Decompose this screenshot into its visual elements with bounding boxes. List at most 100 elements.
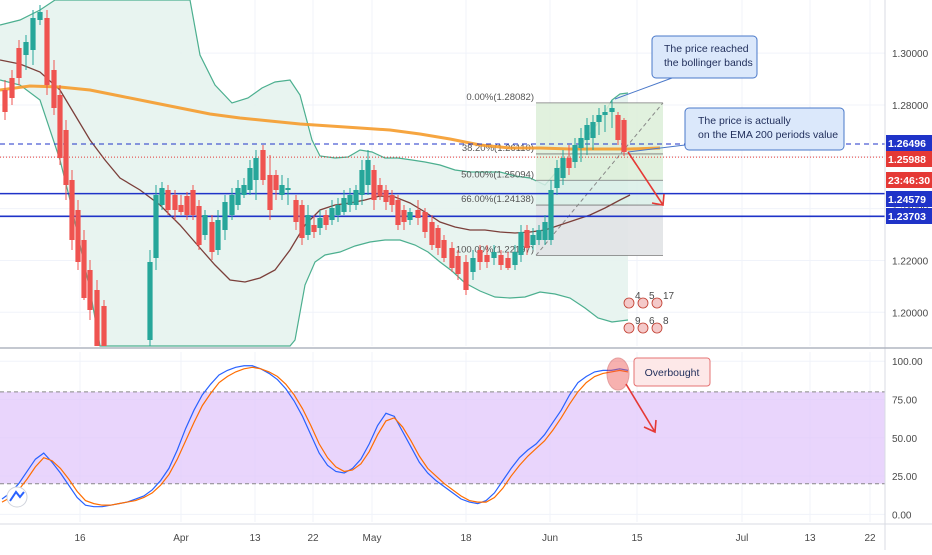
candle-body (590, 122, 596, 138)
candle-body (44, 18, 50, 85)
sma-line (0, 59, 631, 283)
candle-body (353, 190, 359, 205)
price-tag-label: 1.26496 (888, 138, 926, 150)
x-tick-label: Jun (542, 533, 558, 544)
candle-body (415, 210, 421, 218)
fib-level-label: 0.00%(1.28082) (466, 92, 534, 103)
candle-body (202, 215, 208, 235)
candle-body (584, 125, 590, 140)
callout-box (684, 107, 845, 151)
candle-body (371, 170, 377, 200)
candle-body (566, 158, 572, 168)
stochastic-tick-label: 0.00 (892, 510, 912, 521)
event-count: 8 (663, 316, 669, 327)
event-flag-icon (623, 322, 635, 334)
candle-body (57, 95, 63, 158)
candle-body (260, 150, 266, 180)
candle-body (401, 210, 407, 222)
ema-200-line (0, 84, 661, 151)
price-tick-label: 1.28000 (892, 101, 929, 112)
x-tick-label: 22 (307, 533, 319, 544)
candle-body (63, 130, 69, 185)
price-tag-label: 1.25988 (888, 154, 926, 166)
candle-body (621, 120, 627, 152)
fib-level-label: 50.00%(1.25094) (461, 169, 534, 180)
candle-body (572, 145, 578, 162)
event-flag-icon (651, 297, 663, 309)
candle-body (16, 48, 22, 78)
price-tick-label: 1.20000 (892, 308, 929, 319)
x-tick-label: Jul (736, 533, 749, 544)
candle-body (172, 195, 178, 210)
price-tag (886, 191, 932, 207)
stochastic-series-line (1, 366, 629, 506)
candle-body (441, 240, 447, 258)
candle-body (190, 190, 196, 215)
candle-body (498, 255, 504, 265)
price-tag-label: 1.24579 (888, 194, 926, 206)
candle-body (578, 138, 584, 148)
candle-body (147, 262, 153, 340)
candle-body (548, 190, 554, 240)
candle-body (311, 225, 317, 232)
x-tick-label: 18 (460, 533, 472, 544)
candle-body (463, 262, 469, 290)
candle-body (341, 198, 347, 212)
candle-body (51, 70, 57, 108)
stochastic-tick-label: 25.00 (892, 472, 917, 483)
fib-level-label: 38.20%(1.26110) (462, 143, 534, 154)
candle-body (178, 205, 184, 212)
candle-body (196, 206, 202, 245)
callout-pointer (627, 144, 686, 153)
candle-body (222, 202, 228, 230)
candle-body (69, 180, 75, 240)
candle-body (347, 195, 353, 205)
candle-body (23, 42, 29, 55)
candle-body (484, 255, 490, 262)
event-flag-icon (623, 297, 635, 309)
callout-pointer (614, 77, 673, 100)
candle-body (395, 200, 401, 225)
event-count: 5 (649, 291, 655, 302)
candle-body (602, 112, 608, 115)
fib-level-label: 66.00%(1.24138) (461, 194, 534, 205)
price-tag (886, 151, 932, 167)
candle-body (512, 252, 518, 265)
price-tag (886, 135, 932, 151)
price-tag (886, 172, 932, 188)
candle-body (329, 208, 335, 220)
candle-body (229, 195, 235, 215)
candle-body (101, 306, 107, 346)
candle-body (75, 210, 81, 262)
candle-body (455, 256, 461, 274)
candle-body (81, 240, 87, 298)
candle-body (253, 158, 259, 180)
candle-body (530, 235, 536, 245)
tradingview-logo (6, 486, 28, 508)
stochastic-tick-label: 75.00 (892, 395, 917, 406)
candle-body (267, 175, 273, 210)
candle-body (159, 188, 165, 205)
tradingview-logo-icon (9, 490, 25, 502)
overbought-marker (606, 357, 630, 391)
candle-body (365, 160, 371, 185)
callout-text: on the EMA 200 periods value (698, 129, 838, 141)
stochastic-arrow-head (643, 419, 657, 434)
x-tick-label: Apr (173, 533, 189, 544)
event-flag-icon (651, 322, 663, 334)
price-arrow (627, 151, 664, 206)
candle-body (422, 212, 428, 232)
candle-body (335, 205, 341, 215)
event-flag-icon (637, 297, 649, 309)
candle-body (524, 230, 530, 248)
fib-trend-line (535, 102, 664, 256)
x-tick-label: 22 (864, 533, 876, 544)
candle-body (359, 170, 365, 195)
x-tick-label: 13 (804, 533, 816, 544)
event-count: 9 (635, 316, 641, 327)
candle-body (273, 175, 279, 190)
candle-body (165, 190, 171, 210)
overbought-label-box (633, 357, 711, 387)
